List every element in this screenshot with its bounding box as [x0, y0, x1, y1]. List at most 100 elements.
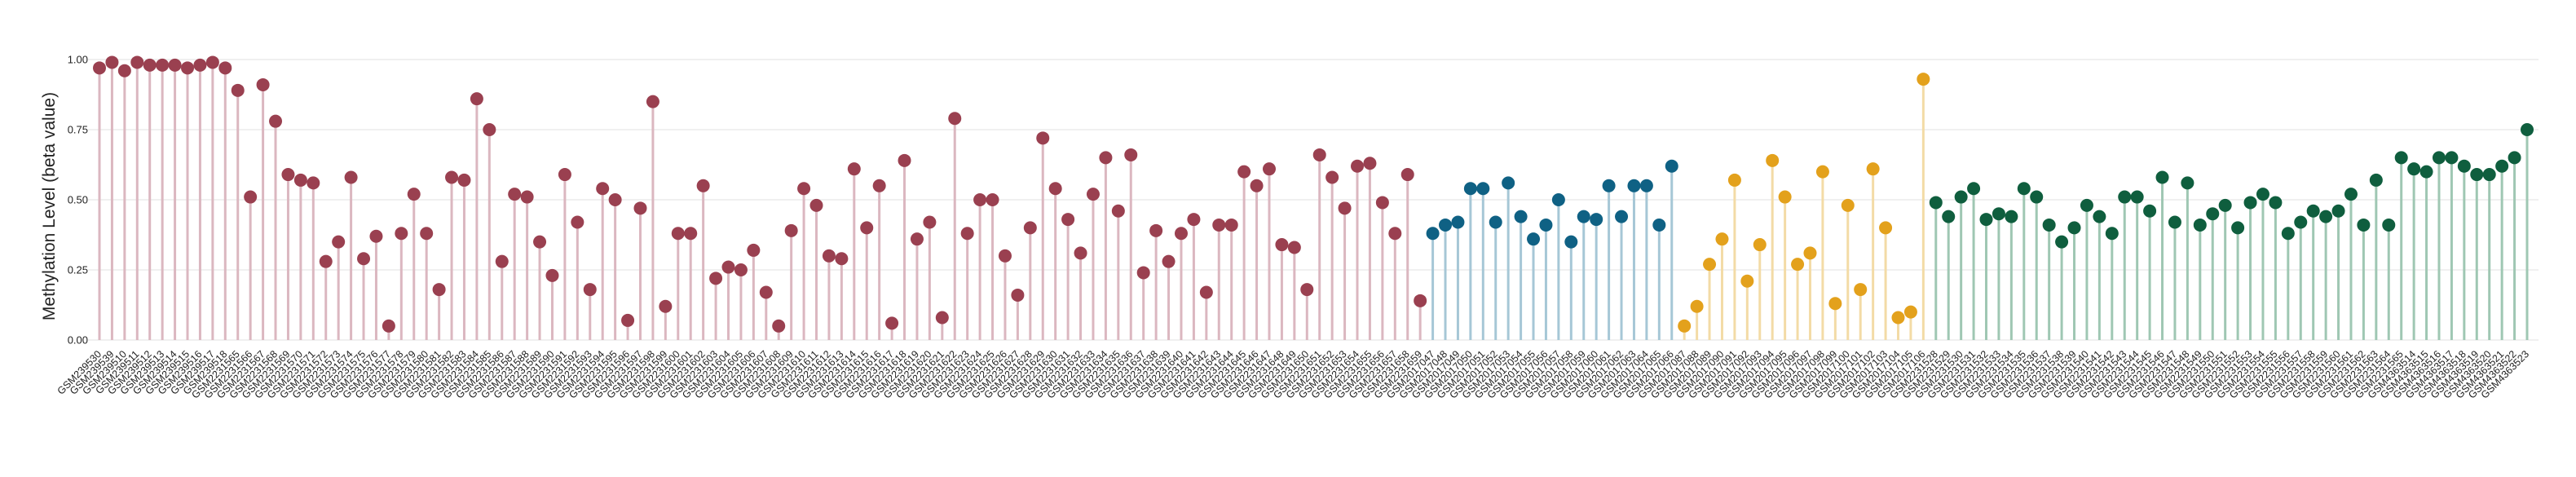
lollipop-point: [621, 313, 635, 327]
lollipop-point: [1036, 131, 1050, 145]
lollipop-point: [105, 55, 119, 69]
lollipop-point: [998, 249, 1012, 263]
lollipop-point: [545, 268, 559, 282]
lollipop-point: [395, 227, 408, 241]
lollipop-point: [470, 92, 483, 106]
lollipop-point: [1400, 168, 1414, 182]
lollipop-point: [2281, 227, 2295, 241]
lollipop-point: [2407, 162, 2421, 176]
lollipop-point: [1678, 319, 1692, 333]
lollipop-point: [1527, 232, 1541, 246]
lollipop-point: [1414, 294, 1427, 307]
lollipop-point: [583, 283, 597, 297]
lollipop-point: [734, 263, 748, 276]
lollipop-point: [382, 319, 395, 333]
lollipop-point: [2168, 215, 2181, 229]
lollipop-point: [1602, 179, 1616, 192]
lollipop-point: [256, 77, 270, 91]
lollipop-point: [1828, 297, 1842, 311]
lollipop-point: [1665, 159, 1678, 173]
lollipop-point: [143, 58, 157, 72]
lollipop-point: [93, 61, 106, 75]
lollipop-point: [1149, 223, 1163, 237]
lollipop-point: [130, 55, 144, 69]
lollipop-point: [797, 182, 811, 196]
lollipop-point: [659, 299, 673, 313]
lollipop-point: [571, 215, 584, 229]
lollipop-point: [1703, 258, 1717, 272]
lollipop-point: [721, 260, 735, 274]
lollipop-point: [2357, 218, 2371, 232]
lollipop-point: [1727, 173, 1741, 187]
lollipop-point: [2521, 123, 2534, 136]
lollipop-point: [483, 123, 496, 136]
lollipop-point: [1766, 153, 1780, 167]
lollipop-point: [671, 227, 685, 241]
lollipop-point: [1615, 210, 1629, 223]
lollipop-point: [1753, 238, 1767, 252]
lollipop-point: [1162, 254, 1176, 268]
lollipop-point: [2495, 159, 2509, 173]
lollipop-point: [1099, 151, 1113, 165]
lollipop-point: [156, 58, 170, 72]
lollipop-point: [2243, 196, 2257, 210]
lollipop-point: [508, 188, 522, 201]
lollipop-point: [1388, 227, 1402, 241]
lollipop-point: [1212, 218, 1226, 232]
lollipop-point: [2369, 173, 2383, 187]
lollipop-point: [2508, 151, 2521, 165]
lollipop-point: [822, 249, 836, 263]
lollipop-point: [948, 112, 962, 126]
lollipop-point: [2382, 218, 2396, 232]
lollipop-point: [1815, 165, 1829, 179]
lollipop-point: [596, 182, 610, 196]
lollipop-point: [1136, 266, 1150, 280]
lollipop-point: [860, 221, 874, 235]
lollipop-point: [1627, 179, 1641, 192]
lollipop-point: [1590, 213, 1603, 227]
lollipop-point: [1312, 148, 1326, 161]
lollipop-point: [1639, 179, 1653, 192]
lollipop-point: [986, 193, 999, 206]
lollipop-point: [646, 95, 659, 108]
lollipop-point: [1954, 190, 1968, 204]
lollipop-point: [193, 58, 207, 72]
lollipop-point: [558, 168, 571, 182]
lollipop-point: [1476, 182, 1490, 196]
lollipop-point: [1174, 227, 1188, 241]
lollipop-point: [960, 227, 974, 241]
lollipop-point: [1086, 188, 1100, 201]
lollipop-point: [2344, 188, 2358, 201]
lollipop-point: [357, 252, 371, 266]
grid-layer: [88, 59, 2539, 341]
lollipop-point: [1363, 157, 1377, 170]
lollipop-point: [2181, 176, 2194, 190]
lollipop-point: [432, 283, 446, 297]
lollipop-point: [1740, 274, 1754, 288]
lollipop-point: [1489, 215, 1502, 229]
lollipop-point: [2206, 207, 2220, 221]
y-tick-label: 0.75: [68, 124, 88, 136]
lollipop-point: [1514, 210, 1528, 223]
lollipop-point: [1903, 305, 1917, 319]
lollipop-point: [1979, 213, 1993, 227]
lollipop-point: [1426, 227, 1440, 241]
lollipop-point: [1841, 198, 1855, 212]
lollipop-point: [910, 232, 924, 246]
lollipop-point: [181, 61, 195, 75]
lollipop-point: [1463, 182, 1477, 196]
lollipop-point: [747, 243, 761, 257]
lollipop-point: [269, 114, 283, 128]
lollipop-point: [2080, 198, 2093, 212]
lollipop-point: [1803, 246, 1817, 260]
lollipop-point: [2231, 221, 2245, 235]
lollipop-point: [2482, 168, 2496, 182]
lollipop-point: [1879, 221, 1893, 235]
lollipop-point: [1011, 288, 1025, 302]
lollipop-point: [1048, 182, 1062, 196]
lollipop-point: [1325, 170, 1339, 184]
lollipop-point: [1539, 218, 1553, 232]
lollipop-point: [1715, 232, 1729, 246]
lollipop-point: [1967, 182, 1981, 196]
